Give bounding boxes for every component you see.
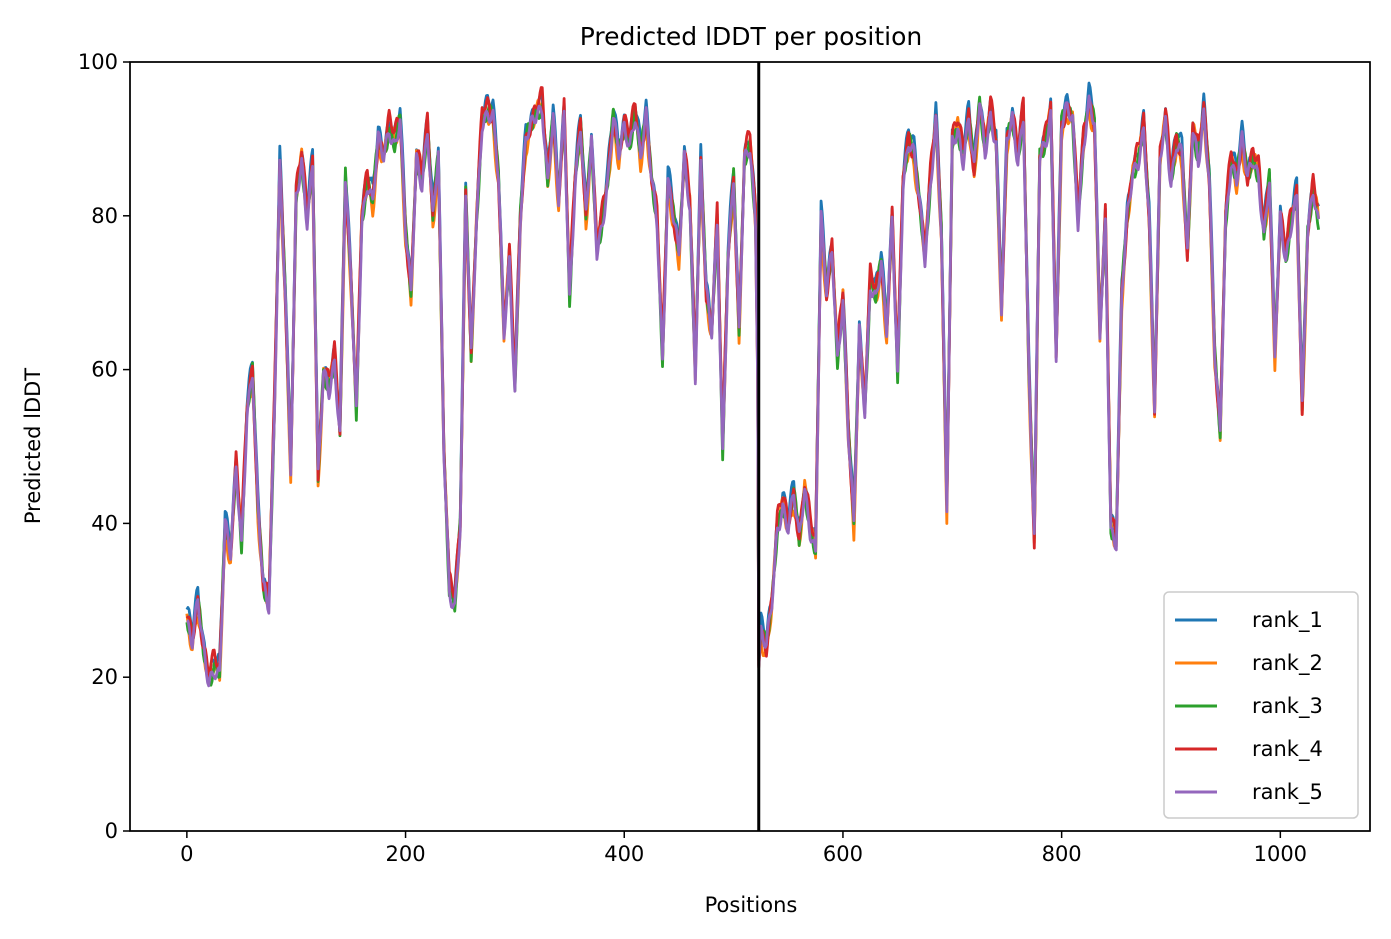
y-tick-label: 0	[105, 819, 118, 843]
x-tick-label: 0	[180, 842, 193, 866]
y-tick-label: 80	[91, 204, 118, 228]
chart-title: Predicted lDDT per position	[580, 22, 922, 51]
y-tick-label: 100	[78, 50, 118, 74]
x-tick-label: 1000	[1254, 842, 1307, 866]
x-tick-label: 600	[823, 842, 863, 866]
legend-box	[1163, 591, 1359, 819]
y-tick-label: 60	[91, 358, 118, 382]
x-axis-ticks: 0 200 400 600 800 1000	[180, 831, 1307, 866]
y-tick-label: 40	[91, 511, 118, 535]
y-axis-label: Predicted lDDT	[21, 368, 45, 524]
legend-label-rank_3: rank_3	[1252, 694, 1323, 719]
legend-label-rank_1: rank_1	[1252, 608, 1323, 633]
x-tick-label: 200	[386, 842, 426, 866]
legend-label-rank_2: rank_2	[1252, 651, 1323, 676]
x-tick-label: 400	[604, 842, 644, 866]
legend: rank_1 rank_2 rank_3 rank_4 rank_5	[1163, 591, 1359, 819]
series-group	[185, 81, 1321, 688]
plot-area	[129, 61, 1371, 832]
legend-label-rank_5: rank_5	[1252, 780, 1323, 805]
y-axis-ticks: 0 20 40 60 80 100	[78, 50, 130, 843]
series-line-rank_5	[186, 94, 1320, 688]
y-tick-label: 20	[91, 665, 118, 689]
plot-frame-border	[129, 61, 1371, 832]
x-axis-label: Positions	[705, 893, 798, 917]
legend-label-rank_4: rank_4	[1252, 737, 1323, 762]
x-tick-label: 800	[1042, 842, 1082, 866]
